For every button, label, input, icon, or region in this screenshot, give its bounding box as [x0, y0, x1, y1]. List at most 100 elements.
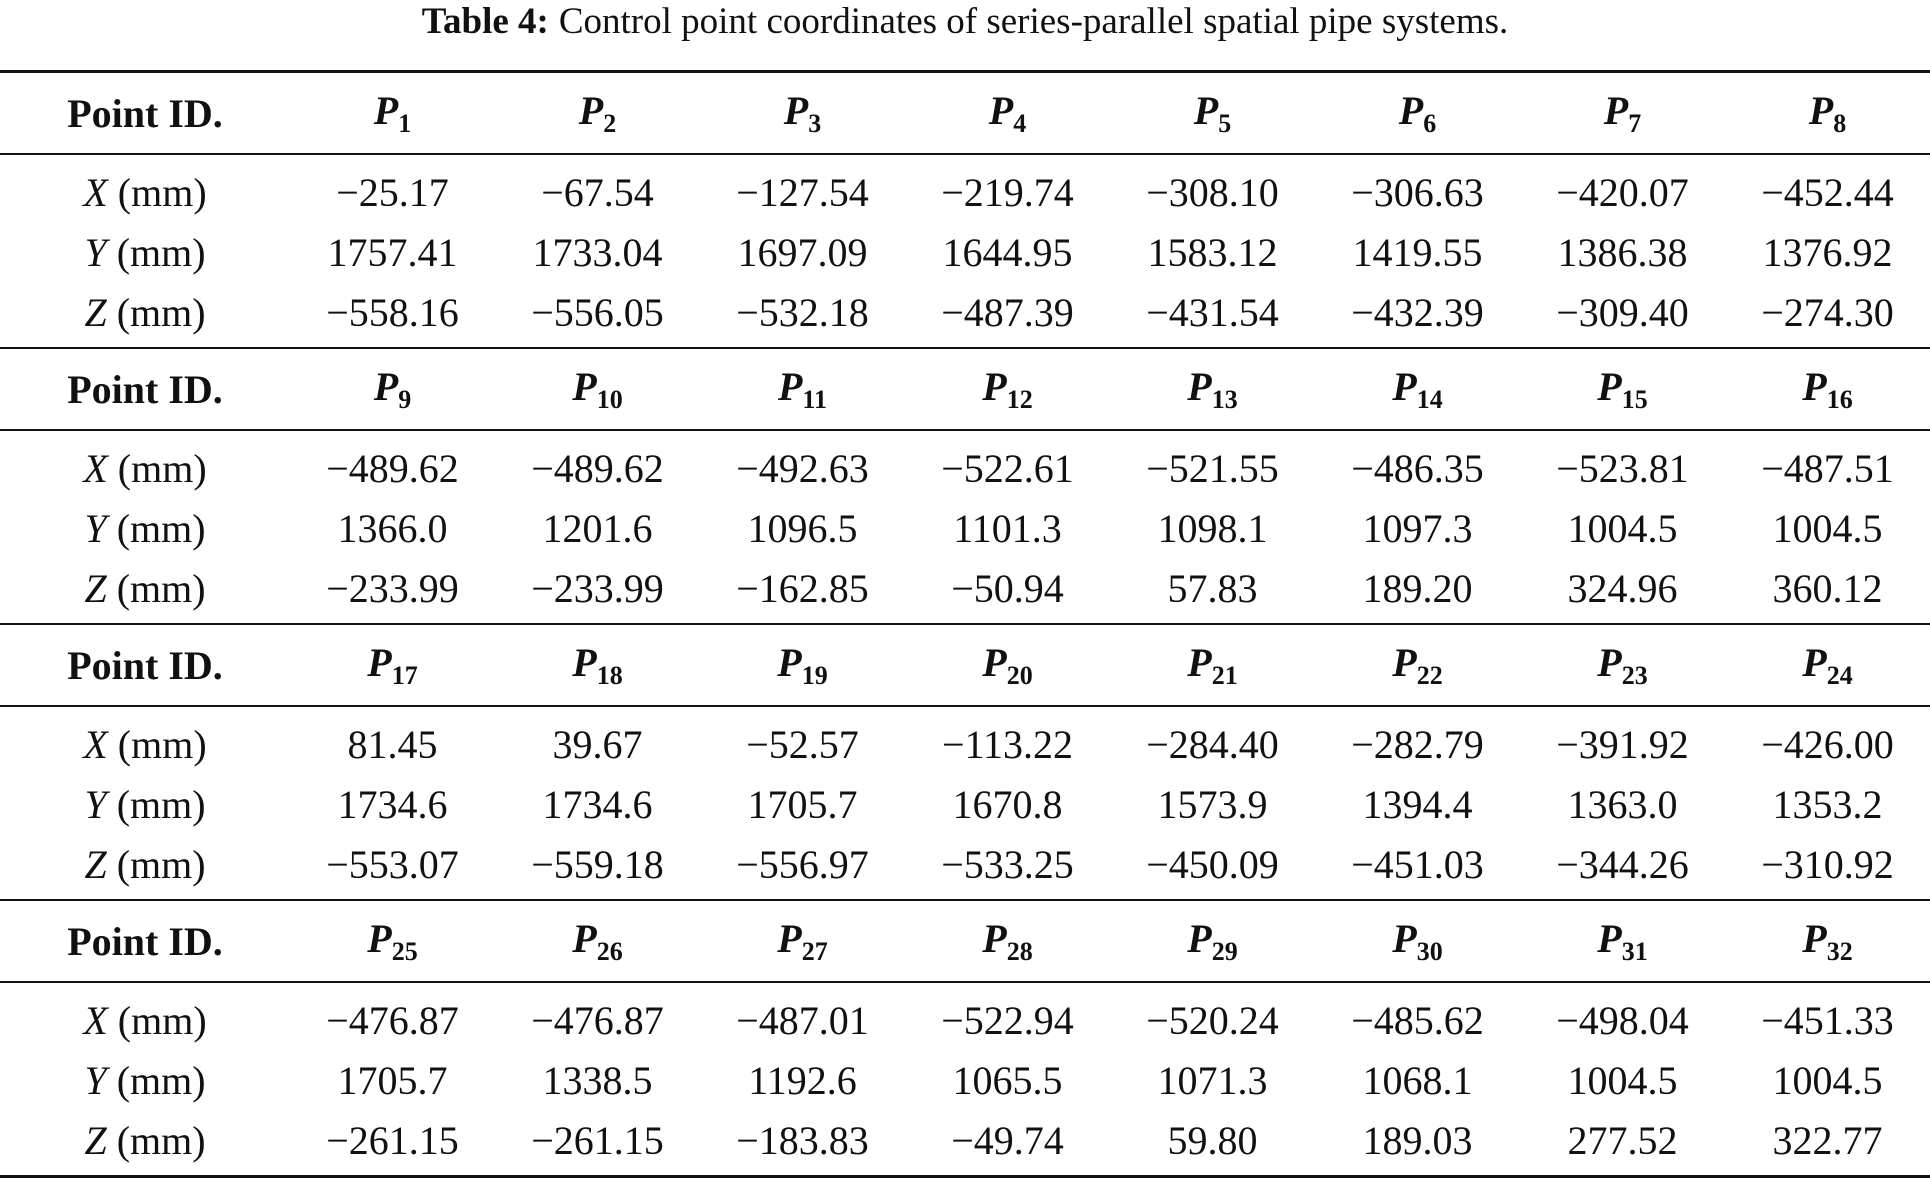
axis-units: (mm) — [116, 229, 206, 275]
coordinate-value: 1004.5 — [1567, 1057, 1678, 1103]
axis-name: X — [83, 169, 108, 215]
coordinate-value: −420.07 — [1556, 169, 1689, 215]
axis-name: Y — [84, 505, 107, 551]
point-name: P20 — [982, 640, 1032, 690]
point-index: 28 — [1006, 937, 1033, 966]
coordinate-value: 1386.38 — [1557, 229, 1688, 275]
point-index: 10 — [596, 385, 623, 414]
coordinate-value: 1201.6 — [542, 505, 653, 551]
coordinate-value: 189.20 — [1362, 565, 1473, 611]
point-name: P21 — [1187, 640, 1237, 690]
axis-label: Y (mm) — [0, 1050, 290, 1110]
point-header-cell: P7 — [1520, 70, 1725, 155]
point-index: 19 — [801, 661, 828, 690]
point-prefix: P — [572, 640, 597, 685]
coordinate-value: 1734.6 — [337, 781, 448, 827]
point-name: P23 — [1597, 640, 1647, 690]
point-index: 18 — [596, 661, 623, 690]
coordinate-value: 1098.1 — [1157, 505, 1268, 551]
point-prefix: P — [1603, 88, 1629, 133]
point-prefix: P — [373, 364, 399, 409]
coordinate-value: 1419.55 — [1352, 229, 1483, 275]
point-header-cell: P4 — [905, 70, 1110, 155]
point-index: 6 — [1423, 109, 1437, 138]
coordinate-value: −25.17 — [336, 169, 449, 215]
point-name: P6 — [1399, 88, 1436, 138]
axis-label: Z (mm) — [0, 558, 290, 624]
coordinates-table-body: Point ID. P1 P2 P3 P4 P5 P6 P7 P8 X (mm) −25.17 −67… — [0, 70, 1930, 1178]
coordinate-row: Z (mm) −261.15 −261.15 −183.83 −49.74 59.80 18… — [0, 1110, 1930, 1178]
point-prefix: P — [1597, 364, 1622, 409]
axis-units: (mm) — [116, 289, 206, 335]
point-header-cell: P32 — [1725, 899, 1930, 983]
coordinate-value: −127.54 — [736, 169, 869, 215]
coordinate-value: 57.83 — [1167, 565, 1258, 611]
coordinate-value: −559.18 — [531, 841, 664, 887]
coordinate-value: −522.61 — [941, 445, 1074, 491]
point-index: 30 — [1416, 937, 1443, 966]
coordinate-value: −492.63 — [736, 445, 869, 491]
point-header-cell: P19 — [700, 623, 905, 707]
axis-units: (mm) — [116, 1117, 206, 1163]
point-index: 13 — [1211, 385, 1238, 414]
coordinate-value: −489.62 — [326, 445, 459, 491]
coordinate-value: −556.97 — [736, 841, 869, 887]
point-name: P17 — [367, 640, 417, 690]
point-index: 1 — [398, 109, 412, 138]
coordinate-value: 1353.2 — [1772, 781, 1883, 827]
coordinate-value: −450.09 — [1146, 841, 1279, 887]
coordinate-row: Z (mm) −233.99 −233.99 −162.85 −50.94 57.83 18… — [0, 558, 1930, 624]
point-prefix: P — [777, 364, 803, 409]
coordinate-value: 1068.1 — [1362, 1057, 1473, 1103]
point-name: P8 — [1809, 88, 1846, 138]
point-header-cell: P29 — [1110, 899, 1315, 983]
coordinate-value: −310.92 — [1761, 841, 1894, 887]
coordinate-value: −485.62 — [1351, 997, 1484, 1043]
coordinate-value: −556.05 — [531, 289, 664, 335]
coordinate-value: 59.80 — [1110, 1110, 1315, 1178]
axis-label: Z (mm) — [0, 1110, 290, 1178]
coordinate-value: 322.77 — [1725, 1110, 1930, 1178]
coordinate-value: −553.07 — [326, 841, 459, 887]
coordinate-value: 1394.4 — [1362, 781, 1473, 827]
point-header-cell: P8 — [1725, 70, 1930, 155]
coordinate-value: −233.99 — [326, 565, 459, 611]
coordinate-value: −532.18 — [736, 289, 869, 335]
coordinate-value: 1734.6 — [542, 781, 653, 827]
point-header-cell: P30 — [1315, 899, 1520, 983]
coordinate-value: −558.16 — [326, 289, 459, 335]
point-header-cell: P6 — [1315, 70, 1520, 155]
coordinate-value: −432.39 — [1351, 289, 1484, 335]
point-name: P14 — [1392, 364, 1442, 414]
point-header-cell: P22 — [1315, 623, 1520, 707]
coordinate-value: 1338.5 — [542, 1057, 653, 1103]
point-prefix: P — [367, 640, 392, 685]
point-index: 26 — [596, 937, 623, 966]
point-name: P24 — [1802, 640, 1852, 690]
axis-units: (mm) — [116, 841, 206, 887]
point-index: 4 — [1013, 109, 1027, 138]
coordinate-value: −533.25 — [941, 841, 1074, 887]
coordinate-value: 1065.5 — [952, 1057, 1063, 1103]
coordinate-value: −476.87 — [531, 997, 664, 1043]
point-index: 22 — [1416, 661, 1443, 690]
coordinate-row: X (mm) 81.45 39.67 −52.57 −113.22 −284.40 −282… — [0, 706, 1930, 774]
coordinate-row: X (mm) −476.87 −476.87 −487.01 −522.94 −520.2… — [0, 982, 1930, 1050]
point-header-cell: P15 — [1520, 347, 1725, 431]
coordinates-table: Point ID. P1 P2 P3 P4 P5 P6 P7 P8 X (mm) −25.17 −67… — [0, 70, 1930, 1178]
coordinate-value: 1670.8 — [952, 781, 1063, 827]
axis-name: Z — [84, 841, 107, 887]
coordinate-value: 1583.12 — [1147, 229, 1278, 275]
coordinate-value: −344.26 — [1556, 841, 1689, 887]
point-index: 11 — [802, 385, 827, 414]
axis-name: X — [83, 997, 108, 1043]
point-name: P28 — [982, 916, 1032, 966]
point-header-cell: P5 — [1110, 70, 1315, 155]
point-header-cell: P17 — [290, 623, 495, 707]
point-name: P4 — [989, 88, 1026, 138]
axis-label: X (mm) — [0, 430, 290, 498]
point-name: P19 — [777, 640, 827, 690]
point-prefix: P — [1802, 640, 1827, 685]
axis-name: X — [83, 721, 108, 767]
coordinate-value: 1004.5 — [1567, 505, 1678, 551]
